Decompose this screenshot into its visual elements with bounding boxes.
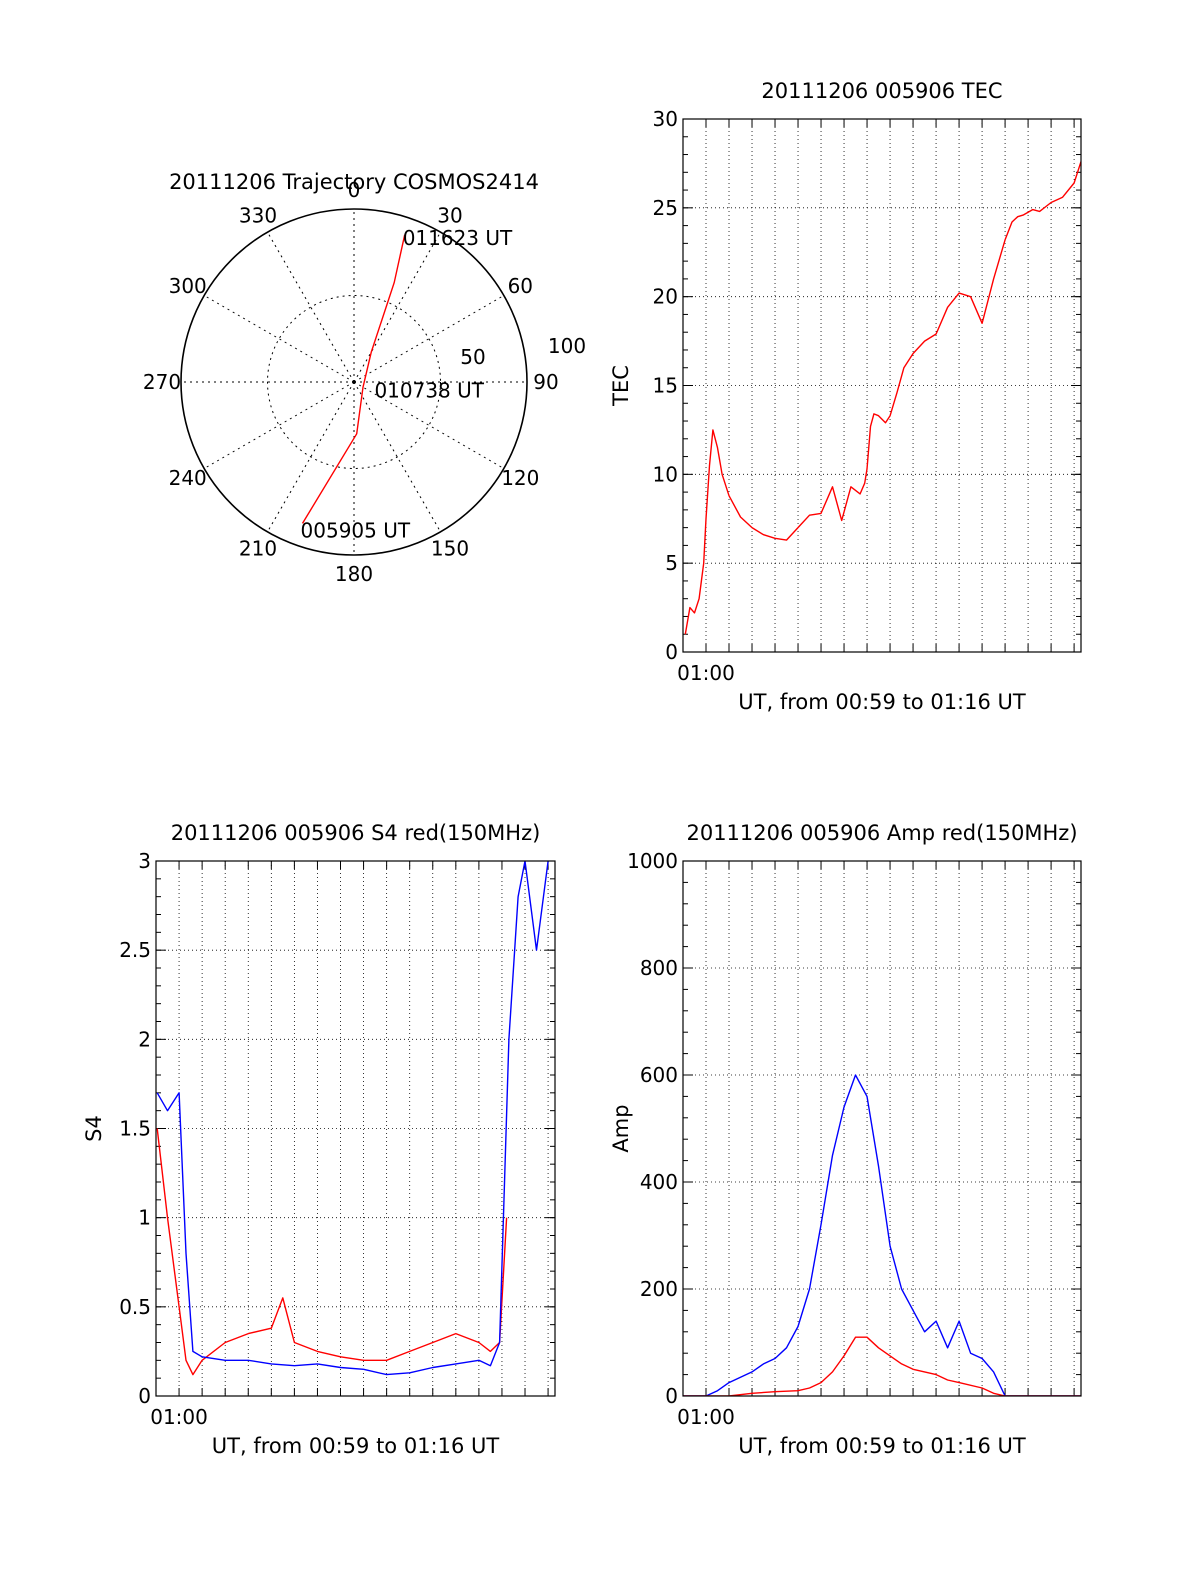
chart-tec: 0 5 10 15 20 25 30 01:00 20111206 005906 TEC UT, …	[609, 79, 1082, 714]
chart-title: 20111206 005906 TEC	[761, 79, 1002, 103]
polar-outer-circle	[180, 208, 528, 556]
azimuth-label: 330	[239, 204, 277, 228]
azimuth-label: 180	[335, 562, 373, 586]
y-tick-label: 0	[665, 640, 678, 664]
y-axis-label: Amp	[609, 1104, 633, 1152]
plot-frame	[682, 860, 1082, 1397]
x-axis-label: UT, from 00:59 to 01:16 UT	[738, 1434, 1026, 1458]
azimuth-label: 120	[501, 466, 539, 490]
y-tick-label: 3	[138, 849, 151, 873]
azimuth-label: 240	[169, 466, 207, 490]
x-axis-label: UT, from 00:59 to 01:16 UT	[738, 690, 1026, 714]
y-tick-label: 1.5	[119, 1117, 151, 1141]
azimuth-label: 210	[239, 536, 277, 560]
series-line-red	[683, 1336, 1081, 1396]
x-tick-label: 01:00	[150, 1405, 208, 1429]
y-tick-label: 30	[653, 107, 678, 131]
y-tick-label: 0	[138, 1384, 151, 1408]
series-line-red	[156, 1128, 508, 1376]
y-tick-label: 1	[138, 1206, 151, 1230]
chart-trajectory: 0 30 60 90 120 150 180 210 240 270 300 330 50 100 0059…	[143, 170, 586, 586]
chart-s4: 0 0.5 1 1.5 2 2.5 3 01:00 20111206 005906 S4 red…	[82, 821, 556, 1458]
chart-amp: 0 200 400 600 800 1000 01:00 20111206 005906 Am…	[609, 821, 1082, 1458]
series-line-red	[684, 161, 1081, 635]
trajectory-time-label: 010738 UT	[374, 379, 484, 403]
y-tick-label: 400	[640, 1170, 678, 1194]
polar-inner-circle	[267, 295, 441, 469]
plot-frame	[155, 860, 556, 1397]
azimuth-label: 270	[143, 370, 181, 394]
polar-spoke	[353, 295, 505, 383]
y-tick-label: 20	[653, 285, 678, 309]
chart-title: 20111206 Trajectory COSMOS2414	[169, 170, 539, 194]
y-axis-label: S4	[82, 1115, 106, 1142]
polar-spoke	[353, 231, 441, 383]
chart-title: 20111206 005906 S4 red(150MHz)	[171, 821, 541, 845]
polar-spoke	[203, 381, 355, 469]
x-axis-label: UT, from 00:59 to 01:16 UT	[212, 1434, 500, 1458]
y-tick-label: 0	[665, 1384, 678, 1408]
series-line-blue	[156, 861, 549, 1376]
y-axis-label: TEC	[609, 365, 633, 407]
y-tick-label: 0.5	[119, 1295, 151, 1319]
azimuth-label: 60	[508, 274, 533, 298]
trajectory-time-label: 005905 UT	[301, 518, 411, 542]
y-tick-label: 2.5	[119, 938, 151, 962]
polar-spoke	[353, 381, 505, 469]
y-tick-label: 200	[640, 1277, 678, 1301]
y-tick-label: 1000	[627, 849, 678, 873]
y-tick-label: 2	[138, 1027, 151, 1051]
y-tick-label: 5	[665, 551, 678, 575]
polar-spoke	[267, 381, 355, 533]
y-tick-label: 600	[640, 1063, 678, 1087]
trajectory-time-label: 011623 UT	[403, 226, 513, 250]
radial-label: 100	[548, 334, 586, 358]
azimuth-label: 300	[169, 274, 207, 298]
polar-spoke	[203, 295, 355, 383]
azimuth-label: 90	[533, 370, 558, 394]
polar-spoke	[353, 381, 441, 533]
radial-label: 50	[460, 345, 485, 369]
trajectory-line	[301, 234, 406, 524]
azimuth-label: 30	[437, 204, 462, 228]
y-tick-label: 10	[653, 462, 678, 486]
y-tick-label: 25	[653, 196, 678, 220]
polar-spoke	[267, 231, 355, 383]
plot-frame	[682, 118, 1082, 653]
x-tick-label: 01:00	[677, 661, 735, 685]
azimuth-label: 0	[348, 178, 361, 202]
azimuth-label: 150	[431, 536, 469, 560]
y-tick-label: 800	[640, 956, 678, 980]
series-line-blue	[683, 1074, 1081, 1396]
y-tick-label: 15	[653, 374, 678, 398]
chart-title: 20111206 005906 Amp red(150MHz)	[686, 821, 1077, 845]
x-tick-label: 01:00	[677, 1405, 735, 1429]
